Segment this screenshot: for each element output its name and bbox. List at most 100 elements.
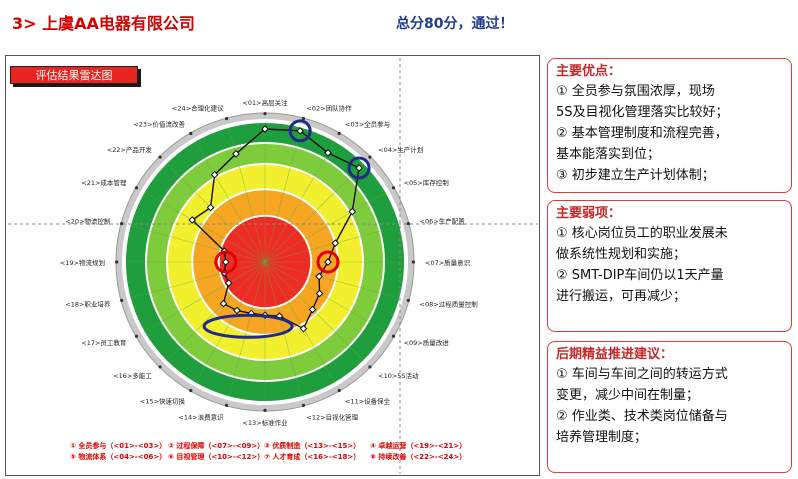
axis-label: <09>质量改进 <box>404 338 450 347</box>
axis-tick-dot <box>411 260 415 264</box>
axis-tick-dot <box>391 334 396 338</box>
radar-spoke <box>264 126 302 263</box>
score-marker <box>315 289 324 298</box>
score-marker <box>210 170 219 179</box>
radar-spoke <box>264 261 401 299</box>
axis-label: <21>成本管理 <box>81 178 127 187</box>
legend-item: ⑤ 物流体系（<04>-<06>） <box>70 452 166 461</box>
axis-tick-dot <box>189 131 193 136</box>
weaknesses-card: 主要弱项： ① 核心岗位员工的职业发展未 做系统性规划和实施； ② SMT-DI… <box>547 200 792 332</box>
axis-label: <12>目视化管理 <box>306 413 358 422</box>
score-marker <box>232 149 240 158</box>
axis-tick-dot <box>301 117 306 121</box>
score-marker <box>331 239 340 247</box>
radar-spoke <box>264 140 336 263</box>
score-marker <box>299 324 308 333</box>
radar-spoke <box>228 126 266 263</box>
radar-spoke <box>165 261 266 362</box>
axis-label: <03>全员参与 <box>345 119 390 128</box>
radar-spoke <box>165 162 266 263</box>
page-title: 3> 上虞AA电器有限公司 <box>12 14 195 33</box>
radar-spoke <box>264 191 387 263</box>
axis-label: <18>职业培养 <box>65 299 111 308</box>
axis-label: <16>多能工 <box>113 371 152 380</box>
weaknesses-line: ① 核心岗位员工的职业发展未 <box>556 226 728 241</box>
radar-spoke <box>264 261 365 362</box>
score-marker <box>324 258 332 266</box>
weaknesses-line: ② SMT-DIP车间仍以1天产量 <box>556 268 724 283</box>
axis-tick-dot <box>189 388 193 393</box>
axis-tick-dot <box>337 388 341 393</box>
axis-tick-dot <box>391 186 396 190</box>
legend-item: ③ 优质制造（<13>-<15>） <box>264 441 360 450</box>
score-marker <box>233 306 241 315</box>
score-marker <box>188 216 197 224</box>
axis-tick-dot <box>406 221 410 226</box>
axis-label: <04>生产计划 <box>378 145 423 154</box>
radar-spoke <box>143 261 266 333</box>
axis-tick-dot <box>120 221 124 226</box>
suggestions-line: 培养管理制度； <box>556 430 648 445</box>
score-marker <box>206 203 215 212</box>
radar-spoke <box>228 261 266 398</box>
strengths-line: 5S及目视化管理落实比较好； <box>556 105 729 120</box>
axis-label: <11>设备保全 <box>345 397 391 406</box>
suggestions-line: ② 作业类、技术类岗位储备与 <box>556 409 728 424</box>
strengths-card: 主要优点： ① 全员参与氛围浓厚，现场 5S及目视化管理落实比较好； ② 基本管… <box>547 58 792 193</box>
axis-tick-dot <box>301 403 306 407</box>
axis-tick-dot <box>368 365 372 369</box>
suggestions-card: 后期精益推进建议： ① 车间与车间之间的转运方式 变更，减少中间在制量； ② 作… <box>547 341 792 473</box>
weaknesses-line: 做系统性规划和实施； <box>556 247 687 262</box>
score-marker <box>315 272 323 281</box>
axis-label: <19>物流规划 <box>60 258 105 267</box>
chart-title-badge: 评估结果雷达图 <box>10 66 138 84</box>
radar-spoke <box>264 261 387 333</box>
axis-tick-dot <box>134 334 139 338</box>
radar-spoke <box>264 261 302 398</box>
axis-tick-dot <box>115 260 119 264</box>
axis-tick-dot <box>134 186 139 190</box>
axis-label: <07>质量意识 <box>425 258 471 267</box>
highlight-circle <box>316 250 340 274</box>
axis-tick-dot <box>406 298 410 303</box>
suggestions-title: 后期精益推进建议： <box>556 347 674 362</box>
highlight-circle <box>214 250 238 274</box>
strengths-line: ① 全员参与氛围浓厚，现场 <box>556 84 715 99</box>
axis-tick-dot <box>337 131 341 136</box>
radar-spoke <box>264 162 365 263</box>
weaknesses-line: 进行搬运，可再减少； <box>556 289 687 304</box>
axis-label: <23>价值流改善 <box>133 119 185 128</box>
axis-label: <13>标准作业 <box>242 418 288 427</box>
legend-item: ④ 卓越运营（<19>-<21>） <box>370 441 466 450</box>
radar-spoke <box>129 225 266 263</box>
axis-tick-dot <box>368 155 372 159</box>
radar-spoke <box>194 140 266 263</box>
radar-spoke <box>143 191 266 263</box>
axis-label: <24>合理化建议 <box>172 103 224 112</box>
legend-item: ⑦ 人才育成（<16>-<18>） <box>264 452 360 461</box>
axis-label: <02>团队协作 <box>306 103 352 112</box>
radar-spoke <box>129 261 266 299</box>
axis-tick-dot <box>224 117 229 121</box>
axis-label: <08>过程质量控制 <box>420 299 479 308</box>
strengths-line: 基本能落实到位； <box>556 147 661 162</box>
highlight-circle <box>347 156 371 180</box>
axis-tick-dot <box>263 112 267 116</box>
score-summary: 总分80分，通过！ <box>396 16 514 32</box>
score-marker <box>224 279 233 287</box>
score-marker <box>261 125 269 133</box>
score-marker <box>221 258 230 266</box>
axis-label: <01>高层关注 <box>242 98 288 107</box>
score-marker <box>219 299 228 308</box>
radar-spoke <box>194 261 266 384</box>
axis-tick-dot <box>263 408 267 412</box>
axis-tick-dot <box>158 155 162 159</box>
strengths-line: ② 基本管理制度和流程完善， <box>556 126 728 141</box>
axis-label: <20>物流控制 <box>65 217 111 226</box>
legend-item: ② 过程保障（<07>-<09>） <box>168 441 264 450</box>
suggestions-line: ① 车间与车间之间的转运方式 <box>556 367 728 382</box>
axis-label: <14>浪费意识 <box>178 413 224 422</box>
legend-item: ① 全员参与（<01>-<03>） <box>70 441 166 450</box>
score-marker <box>348 207 357 216</box>
